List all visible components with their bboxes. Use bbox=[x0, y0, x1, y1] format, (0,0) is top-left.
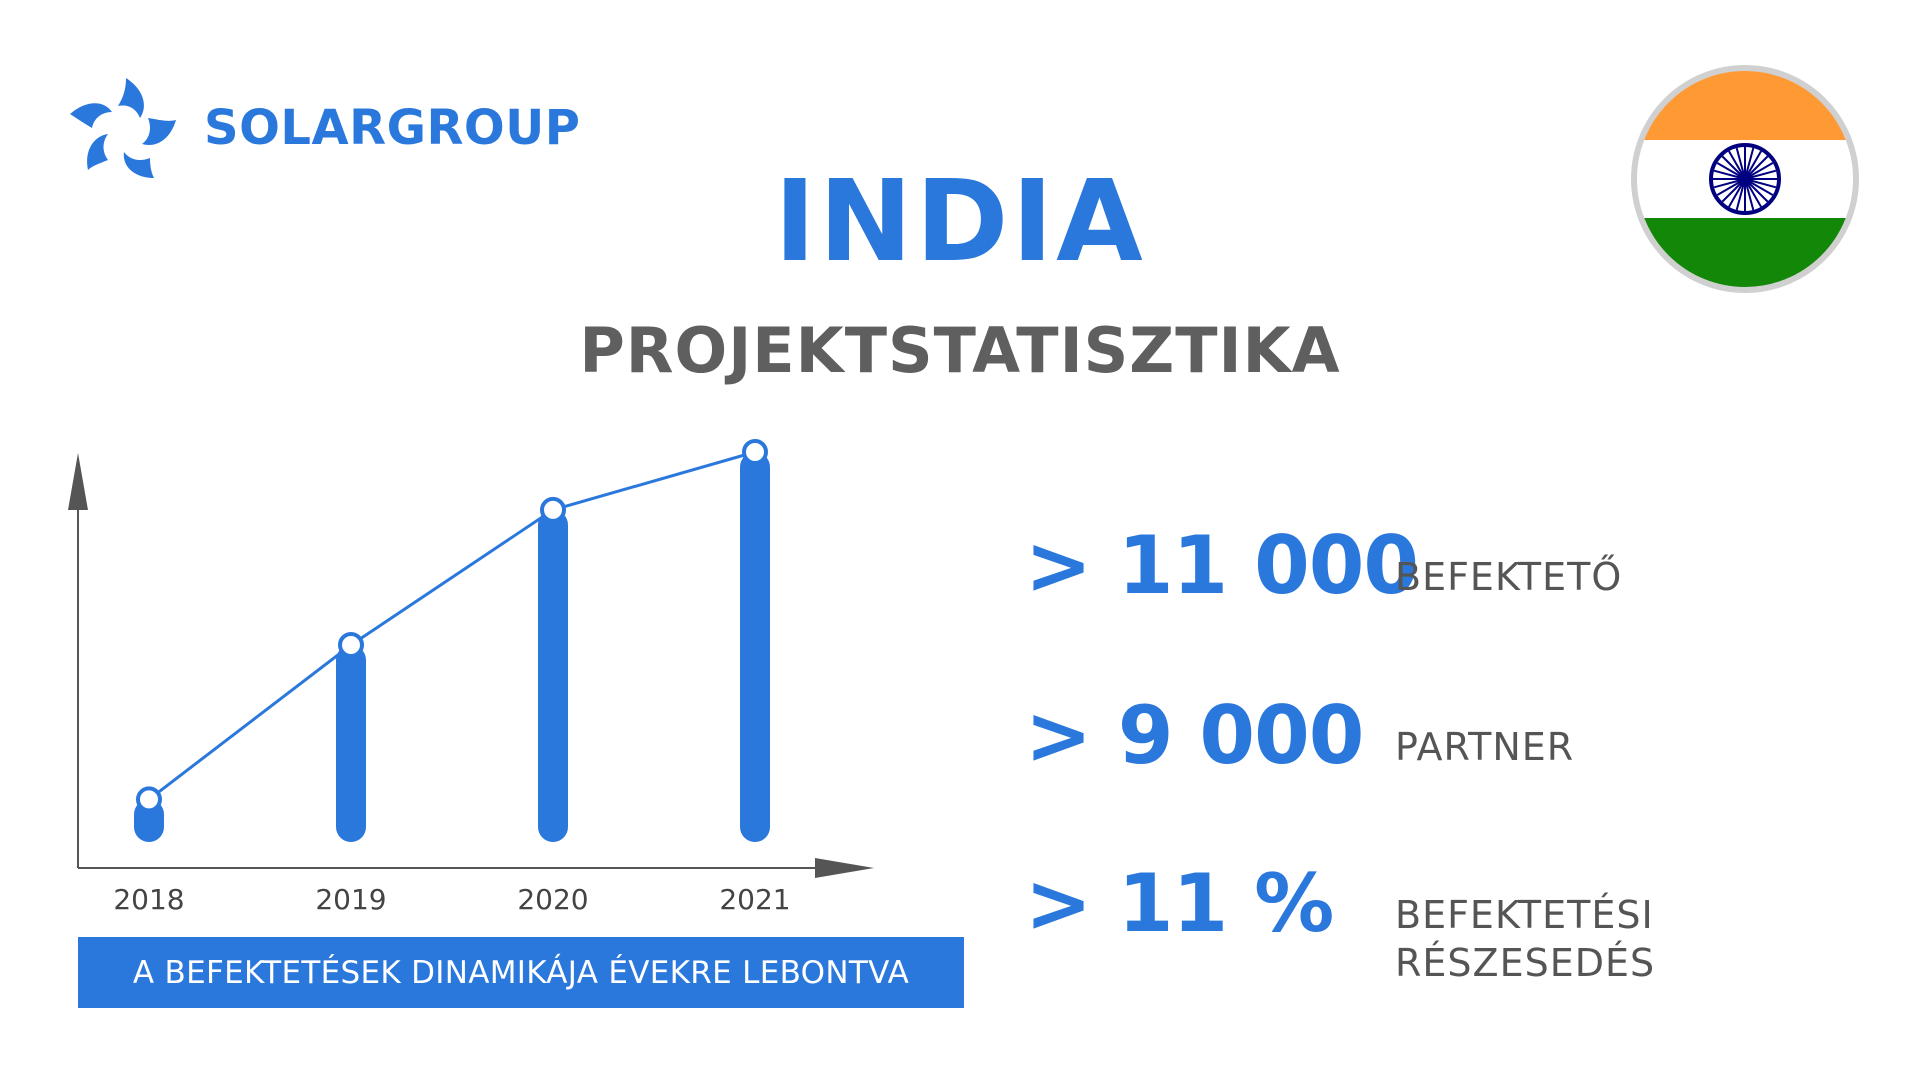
trend-line bbox=[148, 450, 756, 801]
point-2021 bbox=[742, 439, 768, 465]
stat-share-value: > 11 % bbox=[1025, 857, 1334, 950]
bar-2019 bbox=[336, 645, 366, 842]
stat-investors-label: BEFEKTETŐ bbox=[1395, 555, 1623, 599]
ashoka-chakra-icon bbox=[1709, 143, 1781, 215]
india-flag-icon bbox=[1628, 62, 1862, 296]
page-subtitle: PROJEKTSTATISZTIKA bbox=[579, 314, 1341, 387]
stat-partners-value: > 9 000 bbox=[1025, 689, 1364, 782]
chart-caption: A BEFEKTETÉSEK DINAMIKÁJA ÉVEKRE LEBONTV… bbox=[78, 937, 964, 1008]
stat-share-label-line2: RÉSZESEDÉS bbox=[1395, 940, 1656, 985]
chart-axes bbox=[68, 453, 874, 878]
bar-2018 bbox=[134, 799, 164, 842]
chakra-spoke bbox=[1728, 178, 1746, 208]
point-2018 bbox=[136, 786, 162, 813]
chakra-spoke bbox=[1744, 150, 1762, 180]
chakra-spoke bbox=[1713, 178, 1746, 189]
brand-name: SOLARGROUP bbox=[204, 100, 581, 156]
bar-2021 bbox=[740, 452, 770, 842]
chakra-spoke bbox=[1744, 178, 1762, 208]
y-axis-arrow bbox=[68, 453, 88, 510]
chakra-spoke bbox=[1744, 169, 1777, 180]
chakra-spoke bbox=[1716, 178, 1746, 196]
stat-investors-value: > 11 000 bbox=[1025, 519, 1419, 612]
point-2019 bbox=[338, 632, 364, 658]
solargroup-logo: SOLARGROUP bbox=[66, 74, 580, 184]
chakra-spoke bbox=[1744, 147, 1755, 180]
page-title: INDIA bbox=[774, 157, 1146, 287]
chakra-spoke bbox=[1744, 162, 1774, 180]
chakra-spoke bbox=[1744, 178, 1755, 211]
chakra-spoke bbox=[1735, 147, 1746, 180]
chakra-spoke bbox=[1728, 150, 1746, 180]
investment-chart: 2018 2019 2020 2021 bbox=[68, 439, 874, 916]
stat-partners-label: PARTNER bbox=[1395, 725, 1575, 769]
point-2020 bbox=[540, 496, 566, 523]
x-tick-label: 2019 bbox=[315, 883, 386, 916]
chakra-spoke bbox=[1716, 162, 1746, 180]
chakra-spoke bbox=[1744, 178, 1777, 189]
x-tick-label: 2018 bbox=[113, 883, 184, 916]
chakra-spoke bbox=[1744, 178, 1769, 203]
x-tick-label: 2021 bbox=[719, 883, 790, 916]
stat-share-label-line1: BEFEKTETÉSI bbox=[1395, 893, 1654, 937]
chakra-spoke bbox=[1721, 155, 1746, 180]
bar-2020 bbox=[538, 509, 568, 842]
x-tick-label: 2020 bbox=[517, 883, 588, 916]
stat-share-label: BEFEKTETÉSI RÉSZESEDÉS bbox=[1395, 892, 1655, 987]
chakra-spoke bbox=[1744, 178, 1774, 196]
chakra-spoke bbox=[1735, 178, 1746, 211]
chakra-spoke bbox=[1721, 178, 1746, 203]
solar-swirl-icon bbox=[70, 78, 176, 178]
chakra-spoke bbox=[1713, 169, 1746, 180]
x-axis-arrow bbox=[815, 858, 874, 878]
chakra-spoke bbox=[1744, 155, 1769, 180]
